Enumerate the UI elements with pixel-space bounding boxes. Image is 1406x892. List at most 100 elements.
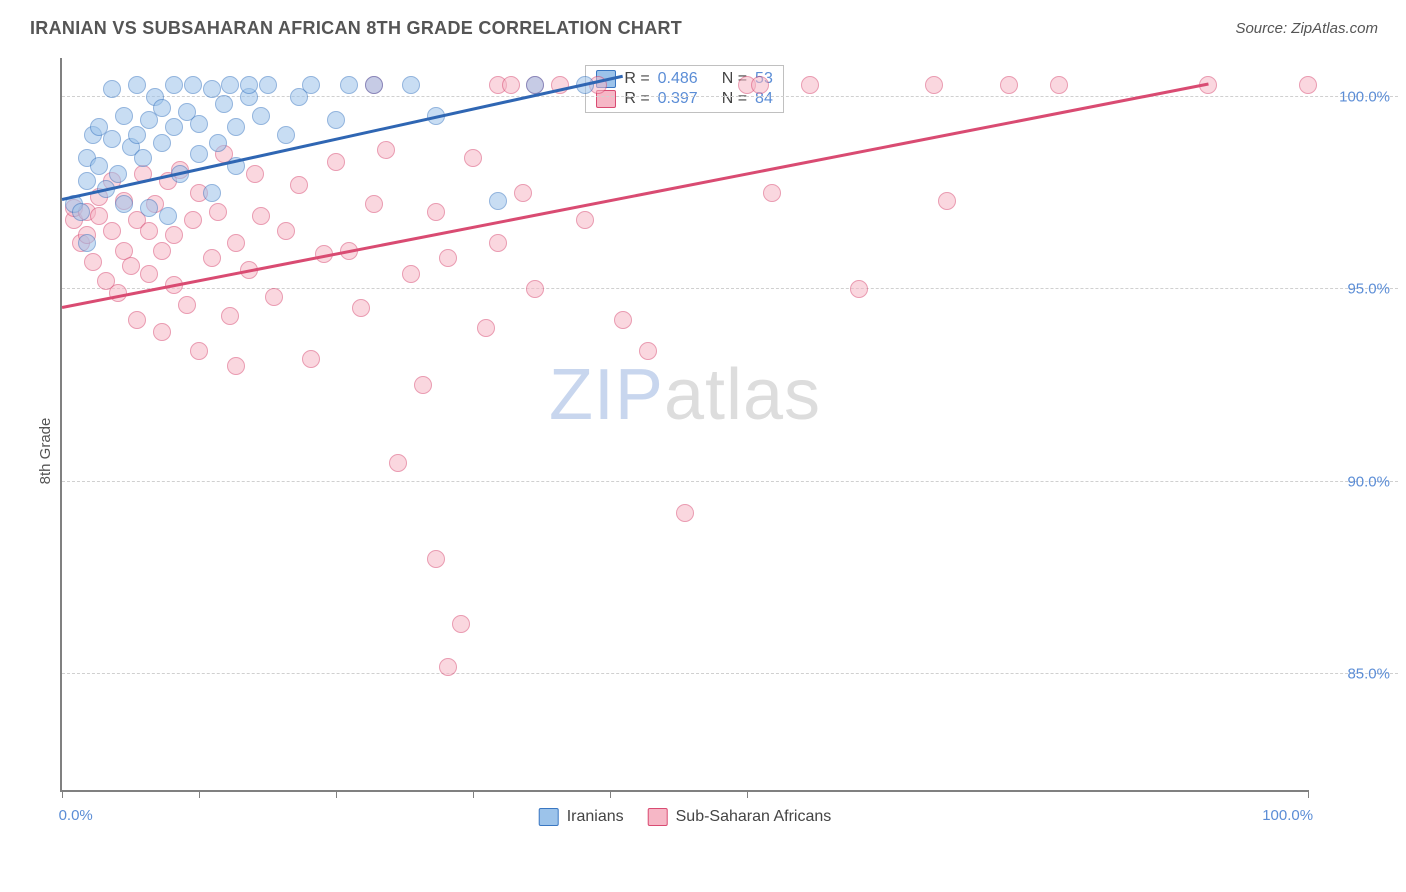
data-point [90, 157, 108, 175]
data-point [340, 76, 358, 94]
data-point [203, 80, 221, 98]
data-point [676, 504, 694, 522]
x-tick [473, 790, 474, 798]
data-point [153, 134, 171, 152]
data-point [72, 203, 90, 221]
data-point [452, 615, 470, 633]
data-point [134, 149, 152, 167]
data-point [938, 192, 956, 210]
data-point [1050, 76, 1068, 94]
data-point [140, 265, 158, 283]
data-point [850, 280, 868, 298]
data-point [227, 118, 245, 136]
data-point [277, 126, 295, 144]
x-tick [336, 790, 337, 798]
data-point [109, 165, 127, 183]
data-point [78, 234, 96, 252]
data-point [178, 296, 196, 314]
data-point [365, 195, 383, 213]
grid-line [62, 96, 1398, 97]
y-tick-label: 90.0% [1347, 473, 1390, 490]
data-point [128, 126, 146, 144]
data-point [240, 76, 258, 94]
data-point [439, 658, 457, 676]
y-axis-label: 8th Grade [37, 418, 54, 485]
data-point [221, 307, 239, 325]
x-tick-label: 0.0% [59, 807, 93, 824]
data-point [190, 115, 208, 133]
data-point [115, 107, 133, 125]
swatch-subsaharan [648, 808, 668, 826]
data-point [78, 172, 96, 190]
x-tick [199, 790, 200, 798]
data-point [252, 107, 270, 125]
data-point [84, 253, 102, 271]
data-point [203, 249, 221, 267]
data-point [165, 76, 183, 94]
x-tick [1308, 790, 1309, 798]
data-point [153, 99, 171, 117]
data-point [389, 454, 407, 472]
data-point [576, 211, 594, 229]
data-point [153, 242, 171, 260]
data-point [514, 184, 532, 202]
data-point [209, 203, 227, 221]
data-point [140, 199, 158, 217]
series-legend: Iranians Sub-Saharan Africans [539, 808, 832, 826]
data-point [477, 319, 495, 337]
scatter-plot: ZIPatlas R = 0.486 N = 53 R = 0.397 N = … [60, 58, 1308, 792]
data-point [165, 118, 183, 136]
data-point [327, 111, 345, 129]
grid-line [62, 288, 1398, 289]
data-point [190, 342, 208, 360]
data-point [184, 211, 202, 229]
data-point [464, 149, 482, 167]
data-point [427, 203, 445, 221]
data-point [427, 550, 445, 568]
data-point [227, 234, 245, 252]
data-point [165, 226, 183, 244]
x-tick [610, 790, 611, 798]
grid-line [62, 481, 1398, 482]
data-point [103, 222, 121, 240]
chart-source: Source: ZipAtlas.com [1235, 20, 1378, 37]
data-point [639, 342, 657, 360]
data-point [352, 299, 370, 317]
x-tick [62, 790, 63, 798]
chart-header: IRANIAN VS SUBSAHARAN AFRICAN 8TH GRADE … [0, 0, 1406, 49]
x-tick [747, 790, 748, 798]
data-point [259, 76, 277, 94]
data-point [1000, 76, 1018, 94]
swatch-iranians [539, 808, 559, 826]
legend-item-iranians: Iranians [539, 808, 624, 826]
data-point [526, 280, 544, 298]
data-point [1299, 76, 1317, 94]
data-point [763, 184, 781, 202]
data-point [252, 207, 270, 225]
chart-area: 8th Grade ZIPatlas R = 0.486 N = 53 R = … [30, 50, 1398, 852]
data-point [122, 257, 140, 275]
grid-line [62, 673, 1398, 674]
data-point [215, 95, 233, 113]
data-point [489, 192, 507, 210]
data-point [246, 165, 264, 183]
data-point [128, 76, 146, 94]
data-point [751, 76, 769, 94]
data-point [489, 234, 507, 252]
data-point [290, 176, 308, 194]
data-point [159, 207, 177, 225]
watermark: ZIPatlas [549, 354, 821, 436]
data-point [103, 80, 121, 98]
data-point [221, 76, 239, 94]
data-point [128, 311, 146, 329]
data-point [277, 222, 295, 240]
x-tick-label: 100.0% [1262, 807, 1313, 824]
data-point [209, 134, 227, 152]
data-point [227, 357, 245, 375]
chart-title: IRANIAN VS SUBSAHARAN AFRICAN 8TH GRADE … [30, 18, 682, 39]
data-point [140, 222, 158, 240]
data-point [801, 76, 819, 94]
data-point [327, 153, 345, 171]
data-point [614, 311, 632, 329]
data-point [302, 350, 320, 368]
